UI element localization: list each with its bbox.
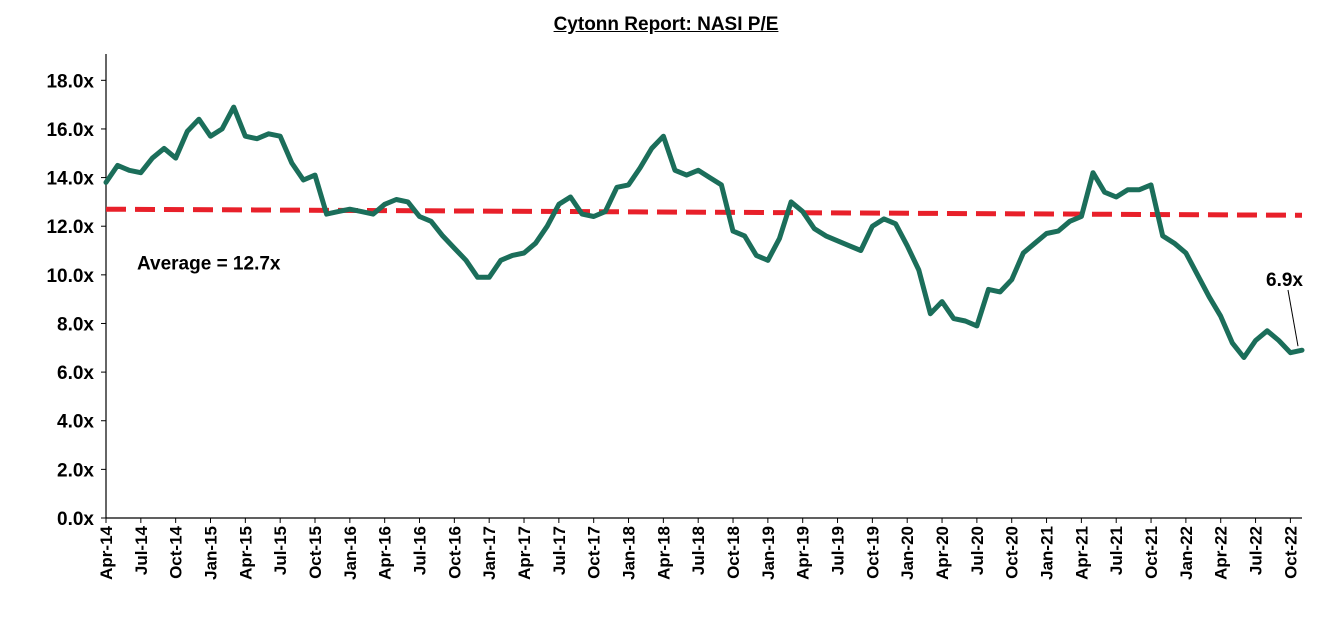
x-tick-label: Jul-20 xyxy=(968,526,987,575)
x-tick-label: Jul-18 xyxy=(689,526,708,575)
x-tick-label: Apr-21 xyxy=(1072,526,1091,580)
x-tick-label: Jul-15 xyxy=(271,526,290,575)
x-tick-label: Jul-19 xyxy=(829,526,848,575)
x-tick-label: Apr-18 xyxy=(654,526,673,580)
y-tick-label: 6.0x xyxy=(57,363,94,384)
y-tick-label: 2.0x xyxy=(57,460,94,481)
x-tick-label: Jul-21 xyxy=(1107,526,1126,575)
y-tick-label: 4.0x xyxy=(57,412,94,433)
x-tick-label: Jan-20 xyxy=(898,526,917,580)
y-tick-label: 14.0x xyxy=(46,169,94,190)
end-value-label: 6.9x xyxy=(1266,270,1303,291)
x-tick-label: Jan-19 xyxy=(759,526,778,580)
x-tick-label: Apr-16 xyxy=(376,526,395,580)
y-tick-label: 12.0x xyxy=(46,217,94,238)
y-tick-label: 16.0x xyxy=(46,120,94,141)
x-tick-label: Oct-14 xyxy=(167,525,186,578)
x-tick-label: Apr-20 xyxy=(933,526,952,580)
x-tick-label: Oct-22 xyxy=(1281,526,1300,579)
x-tick-label: Jul-14 xyxy=(132,525,151,575)
pe-series-line xyxy=(103,104,1305,360)
x-tick-label: Apr-19 xyxy=(794,526,813,580)
series-group xyxy=(103,104,1305,360)
y-tick-label: 8.0x xyxy=(57,314,94,335)
y-tick-label: 10.0x xyxy=(46,266,94,287)
x-tick-label: Jan-21 xyxy=(1038,526,1057,580)
x-tick-label: Jul-16 xyxy=(411,526,430,575)
x-tick-label: Oct-19 xyxy=(863,526,882,579)
annotation-leader xyxy=(1287,289,1299,347)
x-tick-label: Oct-21 xyxy=(1142,526,1161,579)
x-tick-label: Jan-15 xyxy=(202,526,221,580)
x-tick-label: Oct-15 xyxy=(306,526,325,579)
average-line-group: Average = 12.7x xyxy=(105,206,1303,275)
y-tick-label: 0.0x xyxy=(57,509,94,530)
x-tick-label: Jul-22 xyxy=(1247,526,1266,575)
annotation-group: 6.9x xyxy=(1266,270,1303,347)
x-tick-label: Jan-16 xyxy=(341,526,360,580)
average-line xyxy=(105,206,1303,218)
x-tick-label: Jan-18 xyxy=(620,526,639,580)
y-axis: 0.0x 2.0x 4.0x 6.0x 8.0x 10.0x 12.0x 14.0x 16.0x… xyxy=(46,54,107,530)
chart-title: Cytonn Report: NASI P/E xyxy=(553,14,779,35)
average-label: Average = 12.7x xyxy=(137,254,281,275)
x-tick-label: Jul-17 xyxy=(550,526,569,575)
x-tick-label: Jan-17 xyxy=(480,526,499,580)
x-tick-label: Oct-17 xyxy=(585,526,604,579)
x-axis: Apr-14 Jul-14 Oct-14 Jan-15 Apr-15 Jul-15 Oct-… xyxy=(97,517,1302,580)
x-tick-label: Apr-22 xyxy=(1212,526,1231,580)
y-tick-label: 18.0x xyxy=(46,71,94,92)
x-tick-label: Jan-22 xyxy=(1177,526,1196,580)
x-tick-label: Oct-18 xyxy=(724,526,743,579)
x-tick-label: Apr-14 xyxy=(97,525,116,579)
x-tick-label: Apr-17 xyxy=(515,526,534,580)
x-tick-label: Apr-15 xyxy=(236,526,255,580)
x-tick-label: Oct-20 xyxy=(1003,526,1022,579)
x-tick-label: Oct-16 xyxy=(445,526,464,579)
